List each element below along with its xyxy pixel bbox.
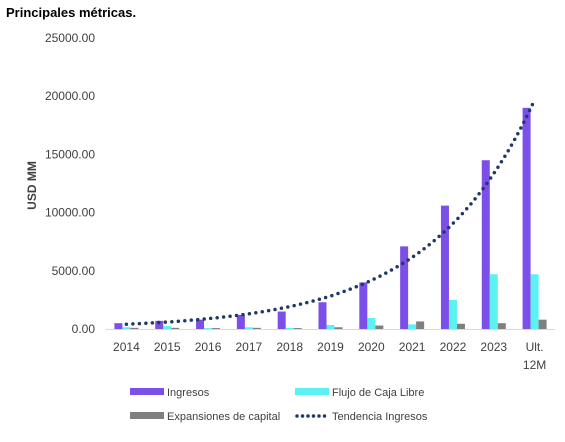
x-tick-label: 2019 [317, 340, 344, 354]
bar-ingresos-2020 [359, 282, 368, 329]
y-tick-labels: 0.00 5000.00 10000.00 15000.00 20000.00 25000… [45, 31, 95, 336]
bar-flujo-de-caja-libre-2014 [122, 327, 131, 329]
y-tick-label: 25000.00 [45, 31, 95, 45]
legend-swatch-flujo-de-caja-libre [295, 388, 329, 395]
x-tick-label: 2023 [480, 340, 507, 354]
bar-flujo-de-caja-libre-2023 [489, 274, 498, 329]
legend-label-flujo-de-caja-libre: Flujo de Caja Libre [332, 387, 424, 399]
bar-ingresos-2015 [155, 320, 164, 329]
bar-flujo-de-caja-libre-2022 [448, 299, 457, 329]
chart-title: Principales métricas. [6, 5, 137, 20]
y-tick-label: 10000.00 [45, 206, 95, 220]
bar-ingresos-2017 [236, 315, 245, 329]
bar-ingresos-2016 [196, 319, 205, 329]
x-tick-labels: 2014 2015 2016 2017 2018 2019 2020 2021 2022 2023… [113, 340, 546, 372]
x-tick-label: 2018 [276, 340, 303, 354]
legend-label-tendencia-ingresos: Tendencia Ingresos [332, 411, 428, 423]
x-tick-label: 2014 [113, 340, 140, 354]
y-axis-label-group: USD MM [25, 161, 39, 210]
legend-label-ingresos: Ingresos [167, 387, 210, 399]
bar-flujo-de-caja-libre-2017 [244, 327, 253, 329]
x-tick-label: 2022 [440, 340, 467, 354]
y-axis-label: USD MM [25, 161, 39, 210]
trendline [124, 98, 537, 326]
x-tick-label: 2020 [358, 340, 385, 354]
bar-expansiones-de-capital-2020 [375, 325, 384, 329]
x-tick-label: 2021 [399, 340, 426, 354]
bar-expansiones-de-capital-2015 [171, 327, 180, 329]
bar-ingresos-2023 [481, 160, 490, 329]
bar-ingresos-ult-12m [522, 107, 531, 329]
bar-ingresos-2022 [440, 205, 449, 329]
legend-swatch-expansiones-de-capital [130, 412, 164, 419]
y-tick-label: 0.00 [72, 322, 96, 336]
x-tick-label: 2016 [195, 340, 222, 354]
bar-flujo-de-caja-libre-2019 [326, 324, 335, 329]
bar-expansiones-de-capital-2017 [252, 327, 261, 329]
y-tick-label: 20000.00 [45, 89, 95, 103]
x-tick-label: 2015 [154, 340, 181, 354]
bar-expansiones-de-capital-2014 [130, 327, 139, 329]
y-tick-label: 5000.00 [52, 264, 96, 278]
bar-flujo-de-caja-libre-2020 [367, 317, 376, 329]
bars [114, 107, 547, 329]
bar-flujo-de-caja-libre-2015 [163, 326, 172, 329]
legend-label-expansiones-de-capital: Expansiones de capital [167, 411, 280, 423]
y-tick-label: 15000.00 [45, 147, 95, 161]
bar-expansiones-de-capital-2022 [456, 323, 465, 329]
bar-expansiones-de-capital-ult-12m [538, 319, 547, 329]
bar-ingresos-2021 [400, 246, 409, 329]
bar-flujo-de-caja-libre-ult-12m [530, 274, 539, 329]
legend: Ingresos Flujo de Caja Libre Expansiones d… [130, 387, 428, 423]
bar-ingresos-2014 [114, 323, 123, 329]
bar-flujo-de-caja-libre-2016 [204, 328, 213, 329]
bar-expansiones-de-capital-2019 [334, 327, 343, 329]
bar-ingresos-2018 [277, 311, 286, 329]
x-tick-label: Ult. 12M [523, 340, 546, 372]
bar-ingresos-2019 [318, 302, 327, 329]
bar-expansiones-de-capital-2018 [293, 328, 302, 329]
bar-flujo-de-caja-libre-2021 [408, 324, 417, 329]
bar-expansiones-de-capital-2021 [416, 321, 425, 329]
legend-swatch-ingresos [130, 388, 164, 395]
x-tick-label: 2017 [236, 340, 263, 354]
bar-flujo-de-caja-libre-2018 [285, 327, 294, 329]
bar-expansiones-de-capital-2016 [212, 328, 221, 329]
bar-expansiones-de-capital-2023 [497, 323, 506, 329]
